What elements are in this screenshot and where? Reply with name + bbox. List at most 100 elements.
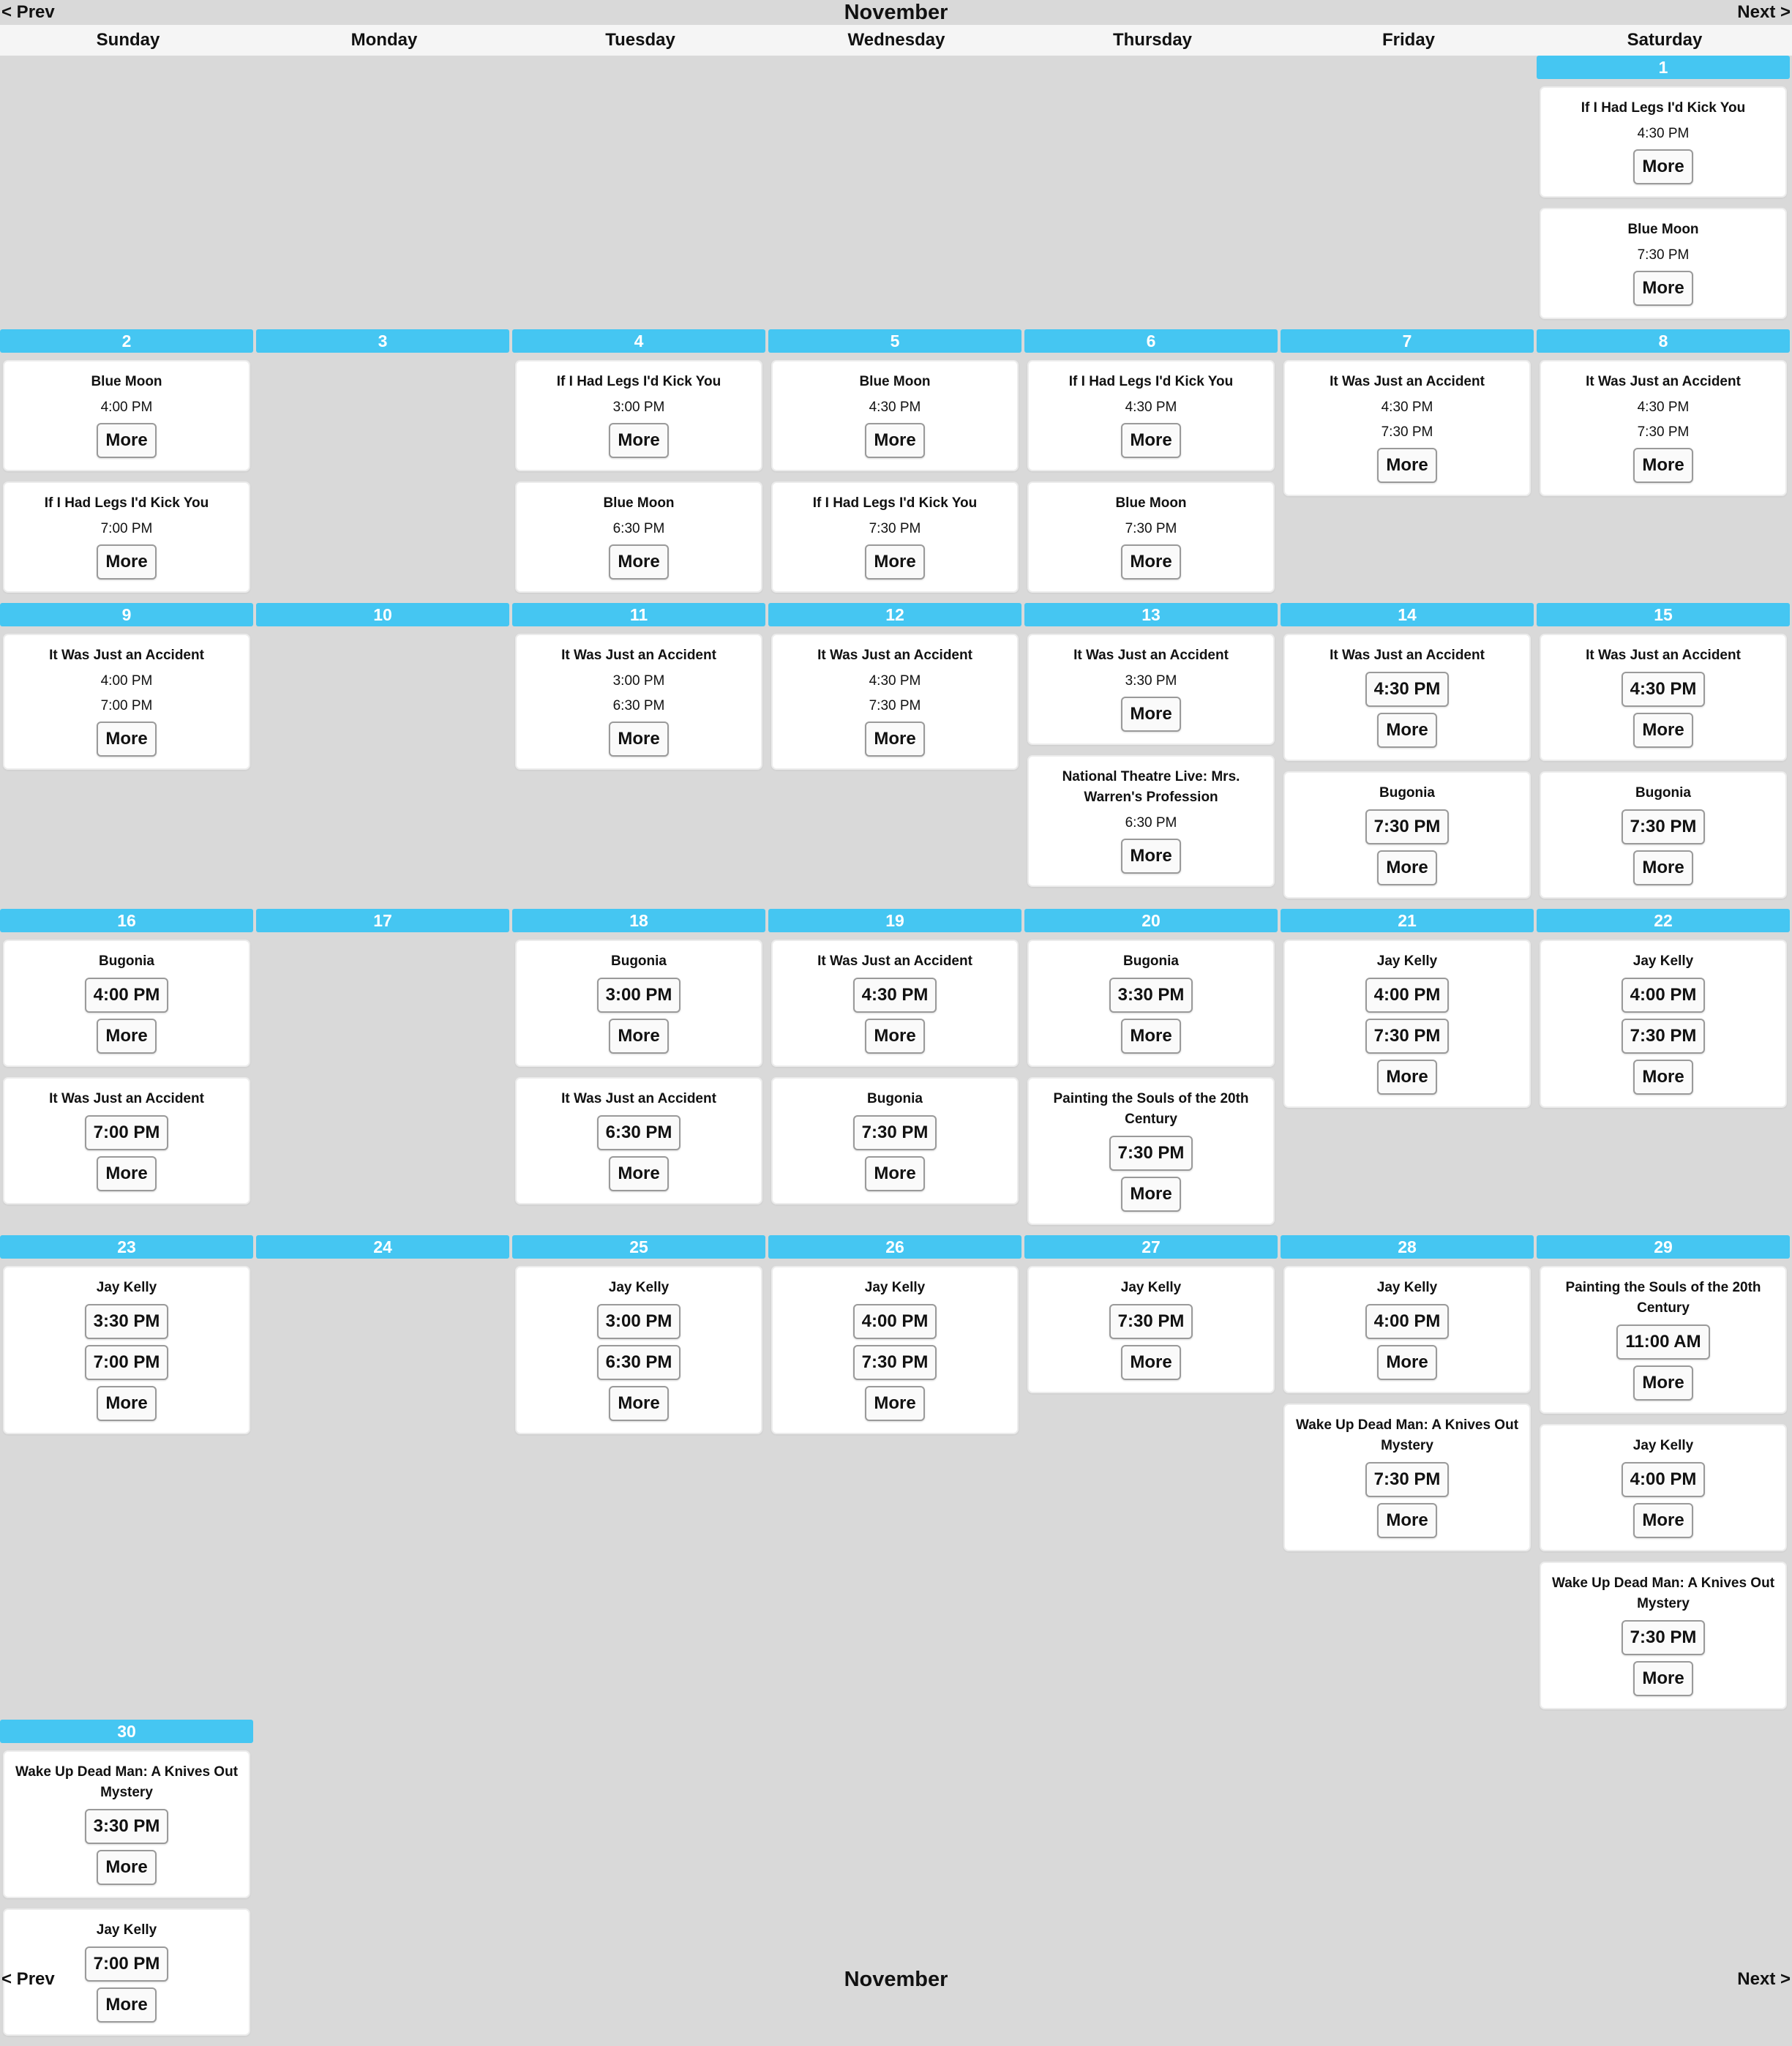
showtime-button[interactable]: 3:00 PM: [596, 1304, 681, 1339]
more-button[interactable]: More: [1377, 1345, 1437, 1380]
more-button[interactable]: More: [1121, 1345, 1181, 1380]
more-button[interactable]: More: [1633, 1661, 1693, 1696]
event-card: Bugonia 7:30 PM More: [1283, 771, 1531, 899]
day-cell: 30 Wake Up Dead Man: A Knives Out Mystery…: [0, 1720, 253, 2046]
more-button[interactable]: More: [1633, 1365, 1693, 1401]
next-month-link-bottom[interactable]: Next >: [1737, 1969, 1791, 1989]
more-button[interactable]: More: [1121, 1019, 1181, 1054]
event-title: It Was Just an Accident: [561, 648, 716, 663]
more-button[interactable]: More: [1377, 1503, 1437, 1538]
more-button[interactable]: More: [609, 423, 669, 458]
more-button[interactable]: More: [609, 1156, 669, 1191]
showtime-button[interactable]: 7:30 PM: [1621, 1620, 1706, 1655]
prev-month-link-bottom[interactable]: < Prev: [1, 1969, 55, 1989]
showtime-button[interactable]: 7:30 PM: [1365, 1462, 1450, 1497]
showtime-button[interactable]: 7:30 PM: [1621, 1019, 1706, 1054]
showtime-button[interactable]: 6:30 PM: [596, 1345, 681, 1380]
showtime-button[interactable]: 3:30 PM: [1109, 978, 1193, 1013]
showtime-button[interactable]: 4:00 PM: [1621, 1462, 1706, 1497]
more-button[interactable]: More: [97, 423, 157, 458]
showtime-button[interactable]: 7:30 PM: [1365, 809, 1450, 844]
showtime-button[interactable]: 4:00 PM: [1621, 978, 1706, 1013]
more-button[interactable]: More: [1121, 423, 1181, 458]
more-button[interactable]: More: [865, 1156, 925, 1191]
event-card: Blue Moon 7:30 PM More: [1540, 208, 1787, 319]
showtime-button[interactable]: 7:30 PM: [1109, 1136, 1193, 1171]
day-number: 13: [1024, 603, 1278, 626]
day-cell: 16 Bugonia 4:00 PM More It Was Just an Accid…: [0, 909, 253, 1215]
more-button[interactable]: More: [1377, 850, 1437, 885]
showtime-button[interactable]: 7:30 PM: [1109, 1304, 1193, 1339]
more-button[interactable]: More: [1121, 544, 1181, 580]
more-button[interactable]: More: [97, 544, 157, 580]
more-button[interactable]: More: [97, 1987, 157, 2023]
showtime-button[interactable]: 6:30 PM: [596, 1115, 681, 1150]
showtime-button[interactable]: 7:00 PM: [84, 1115, 169, 1150]
more-button[interactable]: More: [1633, 1060, 1693, 1095]
event-title: If I Had Legs I'd Kick You: [44, 495, 209, 511]
day-cell: [768, 1720, 1021, 1727]
more-button[interactable]: More: [97, 722, 157, 757]
more-button[interactable]: More: [1121, 839, 1181, 874]
showtime-button[interactable]: 7:30 PM: [852, 1345, 937, 1380]
more-button[interactable]: More: [1121, 697, 1181, 732]
showtime-button[interactable]: 3:00 PM: [596, 978, 681, 1013]
month-title-bottom: November: [844, 1967, 948, 1991]
more-button[interactable]: More: [1377, 448, 1437, 483]
empty-spacer: [256, 56, 509, 312]
prev-month-link[interactable]: < Prev: [1, 2, 55, 22]
more-button[interactable]: More: [1633, 271, 1693, 306]
showtime-button[interactable]: 7:00 PM: [84, 1345, 169, 1380]
more-button[interactable]: More: [609, 544, 669, 580]
more-button[interactable]: More: [865, 544, 925, 580]
next-month-link[interactable]: Next >: [1737, 2, 1791, 22]
event-title: Jay Kelly: [864, 1280, 926, 1295]
more-button[interactable]: More: [1633, 149, 1693, 184]
event-title: Bugonia: [611, 953, 667, 969]
more-button[interactable]: More: [97, 1019, 157, 1054]
event-title: Jay Kelly: [1632, 953, 1694, 969]
more-button[interactable]: More: [1377, 713, 1437, 748]
more-button[interactable]: More: [865, 1019, 925, 1054]
more-button[interactable]: More: [609, 722, 669, 757]
showtime-button[interactable]: 7:30 PM: [1365, 1019, 1450, 1054]
event-card: It Was Just an Accident 4:30 PM 7:30 PM Mor…: [1283, 360, 1531, 496]
more-button[interactable]: More: [609, 1019, 669, 1054]
showtime-button[interactable]: 4:00 PM: [1365, 978, 1450, 1013]
showtime-button[interactable]: 3:30 PM: [84, 1809, 169, 1844]
event-title: It Was Just an Accident: [49, 1091, 204, 1106]
day-cell: 12 It Was Just an Accident 4:30 PM 7:30 PM M…: [768, 603, 1021, 780]
more-button[interactable]: More: [1121, 1177, 1181, 1212]
showtime-button[interactable]: 4:00 PM: [84, 978, 169, 1013]
showtime-button[interactable]: 3:30 PM: [84, 1304, 169, 1339]
more-button[interactable]: More: [97, 1850, 157, 1885]
more-button[interactable]: More: [1633, 448, 1693, 483]
showtime-text: 4:30 PM: [1637, 400, 1690, 415]
showtime-button[interactable]: 4:30 PM: [852, 978, 937, 1013]
more-button[interactable]: More: [609, 1386, 669, 1421]
month-title: November: [844, 0, 948, 24]
more-button[interactable]: More: [1633, 1503, 1693, 1538]
day-number: 27: [1024, 1235, 1278, 1259]
day-cell: 4 If I Had Legs I'd Kick You 3:00 PM More Bl…: [512, 329, 765, 603]
more-button[interactable]: More: [1377, 1060, 1437, 1095]
more-button[interactable]: More: [97, 1156, 157, 1191]
showtime-button[interactable]: 4:00 PM: [1365, 1304, 1450, 1339]
showtime-button[interactable]: 7:30 PM: [1621, 809, 1706, 844]
more-button[interactable]: More: [865, 1386, 925, 1421]
showtime-button[interactable]: 4:30 PM: [1621, 672, 1706, 707]
day-cell: 21 Jay Kelly 4:00 PM 7:30 PM More: [1281, 909, 1534, 1118]
more-button[interactable]: More: [865, 423, 925, 458]
event-card: Painting the Souls of the 20th Century 7:…: [1027, 1077, 1275, 1225]
more-button[interactable]: More: [1633, 850, 1693, 885]
more-button[interactable]: More: [97, 1386, 157, 1421]
showtime-button[interactable]: 4:30 PM: [1365, 672, 1450, 707]
showtime-button[interactable]: 7:30 PM: [852, 1115, 937, 1150]
more-button[interactable]: More: [1633, 713, 1693, 748]
event-card: Painting the Souls of the 20th Century 11…: [1540, 1266, 1787, 1414]
more-button[interactable]: More: [865, 722, 925, 757]
showtime-button[interactable]: 11:00 AM: [1616, 1324, 1710, 1360]
empty-spacer: [0, 56, 253, 312]
showtime-button[interactable]: 7:00 PM: [84, 1946, 169, 1982]
showtime-button[interactable]: 4:00 PM: [852, 1304, 937, 1339]
